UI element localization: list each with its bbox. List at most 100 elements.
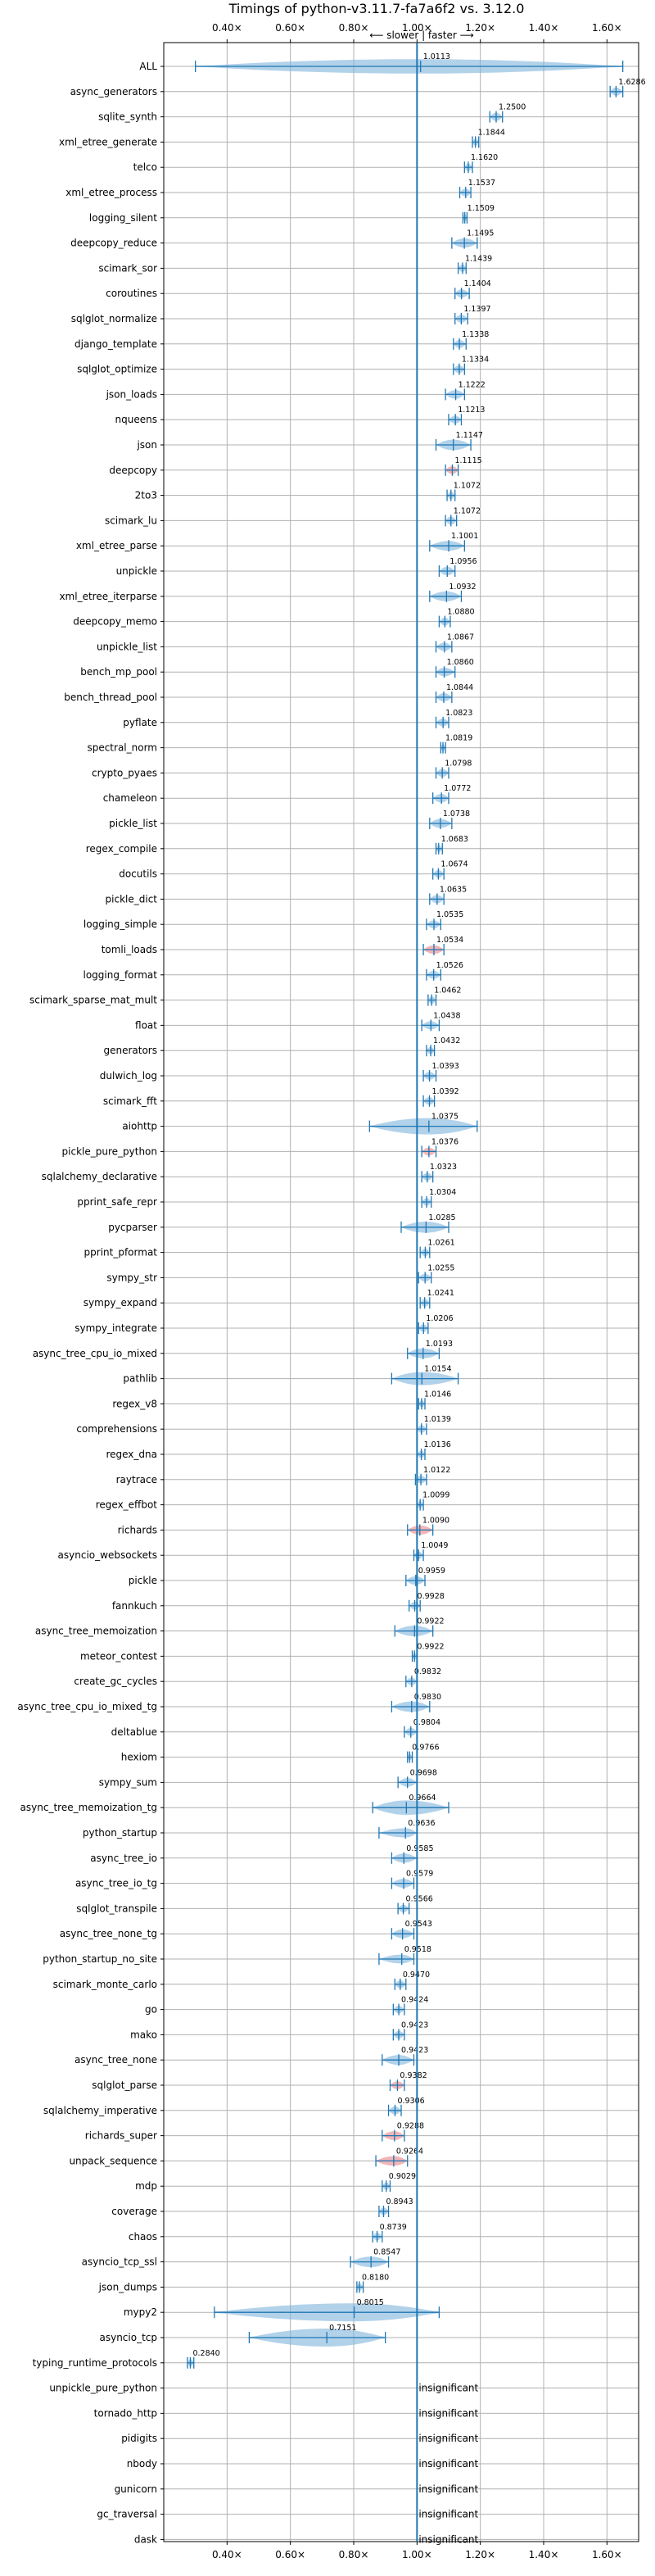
benchmark-label: crypto_pyaes bbox=[92, 767, 157, 778]
value-label-async_tree_io_tg: 0.9579 bbox=[406, 1870, 433, 1879]
benchmark-label: telco bbox=[133, 161, 157, 173]
benchmark-label: regex_compile bbox=[86, 843, 157, 855]
benchmark-label: scimark_fft bbox=[103, 1095, 157, 1107]
value-label-python_startup: 0.9636 bbox=[408, 1819, 435, 1828]
value-label-xml_etree_generate: 1.1844 bbox=[478, 128, 505, 137]
value-label-django_template: 1.1338 bbox=[462, 330, 489, 339]
benchmark-label: aiohttp bbox=[122, 1121, 157, 1132]
benchmark-label: bench_thread_pool bbox=[64, 692, 157, 703]
value-label-bench_mp_pool: 1.0860 bbox=[447, 658, 474, 667]
value-label-deltablue: 0.9804 bbox=[413, 1718, 440, 1727]
benchmark-label: sqlglot_optimize bbox=[77, 364, 157, 375]
value-label-nqueens: 1.1213 bbox=[458, 406, 485, 415]
benchmark-label: create_gc_cycles bbox=[74, 1676, 157, 1687]
benchmark-label: async_tree_none bbox=[75, 2054, 157, 2066]
benchmark-label: raytrace bbox=[116, 1474, 157, 1485]
insignificant-label: insignificant bbox=[418, 2458, 478, 2469]
value-label-unpickle: 1.0956 bbox=[449, 557, 477, 566]
benchmark-label: scimark_monte_carlo bbox=[53, 1979, 157, 1990]
value-label-fannkuch: 0.9928 bbox=[418, 1592, 445, 1601]
benchmark-label: logging_silent bbox=[89, 212, 157, 224]
value-label-bench_thread_pool: 1.0844 bbox=[446, 683, 473, 692]
benchmark-label: xml_etree_iterparse bbox=[59, 591, 157, 602]
benchmark-label: pidigits bbox=[121, 2433, 157, 2444]
benchmark-label: pickle_pure_python bbox=[62, 1145, 157, 1157]
benchmark-label: go bbox=[145, 2004, 157, 2016]
insignificant-label: insignificant bbox=[418, 2533, 478, 2545]
benchmark-label: pprint_pformat bbox=[84, 1247, 158, 1259]
value-label-raytrace: 1.0122 bbox=[423, 1466, 450, 1475]
benchmark-label: logging_format bbox=[83, 969, 157, 981]
value-label-async_tree_cpu_io_mixed: 1.0193 bbox=[426, 1340, 453, 1349]
benchmark-label: unpickle_pure_python bbox=[49, 2383, 157, 2394]
benchmark-label: pprint_safe_repr bbox=[77, 1196, 157, 1208]
x-tick-label-bottom: 0.40× bbox=[212, 2549, 242, 2560]
value-label-scimark_lu: 1.1072 bbox=[454, 506, 481, 515]
benchmark-label: tornado_http bbox=[94, 2407, 157, 2419]
value-label-coverage: 0.8943 bbox=[386, 2197, 413, 2206]
benchmark-label: pickle_list bbox=[109, 818, 157, 829]
benchmark-label: deepcopy_memo bbox=[73, 616, 157, 628]
value-label-ALL: 1.0113 bbox=[423, 52, 450, 61]
benchmark-label: spectral_norm bbox=[87, 742, 157, 754]
benchmark-label: scimark_sparse_mat_mult bbox=[29, 995, 157, 1006]
benchmark-label: regex_effbot bbox=[96, 1499, 158, 1511]
value-label-async_tree_none_tg: 0.9543 bbox=[405, 1920, 432, 1929]
benchmark-label: generators bbox=[103, 1045, 157, 1056]
benchmark-label: async_tree_cpu_io_mixed_tg bbox=[17, 1701, 157, 1712]
benchmark-label: richards bbox=[118, 1524, 157, 1535]
benchmark-label: deepcopy bbox=[109, 465, 157, 476]
benchmark-label: python_startup bbox=[83, 1827, 157, 1839]
benchmark-label: async_tree_memoization_tg bbox=[20, 1802, 157, 1813]
benchmark-label: richards_super bbox=[85, 2130, 157, 2142]
benchmark-label: dulwich_log bbox=[100, 1070, 157, 1082]
value-label-pathlib: 1.0154 bbox=[424, 1365, 451, 1374]
plot-frame bbox=[163, 42, 639, 2542]
value-label-sqlalchemy_declarative: 1.0323 bbox=[430, 1163, 457, 1172]
x-tick-label-top: 1.60× bbox=[592, 22, 622, 34]
value-label-sqlglot_parse: 0.9382 bbox=[400, 2071, 427, 2080]
benchmark-label: sympy_integrate bbox=[75, 1322, 157, 1334]
benchmark-label: coverage bbox=[111, 2206, 157, 2217]
value-label-deepcopy_memo: 1.0880 bbox=[447, 608, 474, 617]
value-label-logging_silent: 1.1509 bbox=[468, 204, 495, 213]
benchmark-label: xml_etree_parse bbox=[76, 540, 157, 551]
insignificant-label: insignificant bbox=[418, 2509, 478, 2520]
value-label-scimark_sparse_mat_mult: 1.0462 bbox=[434, 986, 461, 995]
value-label-sqlglot_optimize: 1.1334 bbox=[462, 356, 489, 365]
value-label-logging_format: 1.0526 bbox=[436, 961, 463, 970]
benchmark-label: sqlglot_normalize bbox=[71, 313, 157, 324]
insignificant-label: insignificant bbox=[418, 2407, 478, 2419]
value-label-sympy_str: 1.0255 bbox=[427, 1263, 454, 1272]
value-label-coroutines: 1.1404 bbox=[464, 279, 491, 288]
value-label-dulwich_log: 1.0393 bbox=[432, 1062, 459, 1071]
value-label-spectral_norm: 1.0819 bbox=[445, 734, 472, 743]
benchmark-label: asyncio_websockets bbox=[58, 1549, 157, 1561]
x-tick-label-bottom: 1.20× bbox=[465, 2549, 495, 2560]
value-label-asyncio_tcp_ssl: 0.8547 bbox=[373, 2248, 400, 2257]
benchmark-label: regex_dna bbox=[106, 1449, 157, 1460]
value-label-mako: 0.9423 bbox=[401, 2020, 428, 2030]
benchmark-label: sympy_str bbox=[106, 1272, 157, 1283]
benchmark-label: async_tree_io_tg bbox=[75, 1878, 157, 1889]
benchmark-label: json_dumps bbox=[98, 2281, 157, 2293]
value-label-crypto_pyaes: 1.0798 bbox=[445, 759, 472, 768]
value-label-comprehensions: 1.0139 bbox=[424, 1415, 451, 1424]
value-label-json_dumps: 0.8180 bbox=[362, 2273, 389, 2282]
value-label-create_gc_cycles: 0.9832 bbox=[414, 1667, 441, 1676]
value-label-mdp: 0.9029 bbox=[389, 2172, 416, 2181]
value-label-async_generators: 1.6286 bbox=[618, 78, 645, 87]
value-label-generators: 1.0432 bbox=[433, 1036, 460, 1045]
benchmark-label: unpickle bbox=[116, 565, 157, 577]
marks-layer: 1.0113 1.6286 1.2500 1.1844 1.1620 1.1537 1.15… bbox=[187, 52, 646, 2545]
benchmark-label: tomli_loads bbox=[102, 944, 157, 955]
benchmark-label: async_tree_cpu_io_mixed bbox=[33, 1348, 157, 1359]
benchmark-label: python_startup_no_site bbox=[43, 1953, 157, 1965]
benchmark-label: comprehensions bbox=[76, 1423, 157, 1435]
benchmark-label: regex_v8 bbox=[112, 1398, 157, 1409]
value-label-richards: 1.0090 bbox=[422, 1516, 449, 1525]
value-label-regex_dna: 1.0136 bbox=[424, 1440, 451, 1449]
benchmark-label: sqlglot_transpile bbox=[76, 1903, 157, 1914]
benchmark-label: deltablue bbox=[111, 1726, 157, 1738]
